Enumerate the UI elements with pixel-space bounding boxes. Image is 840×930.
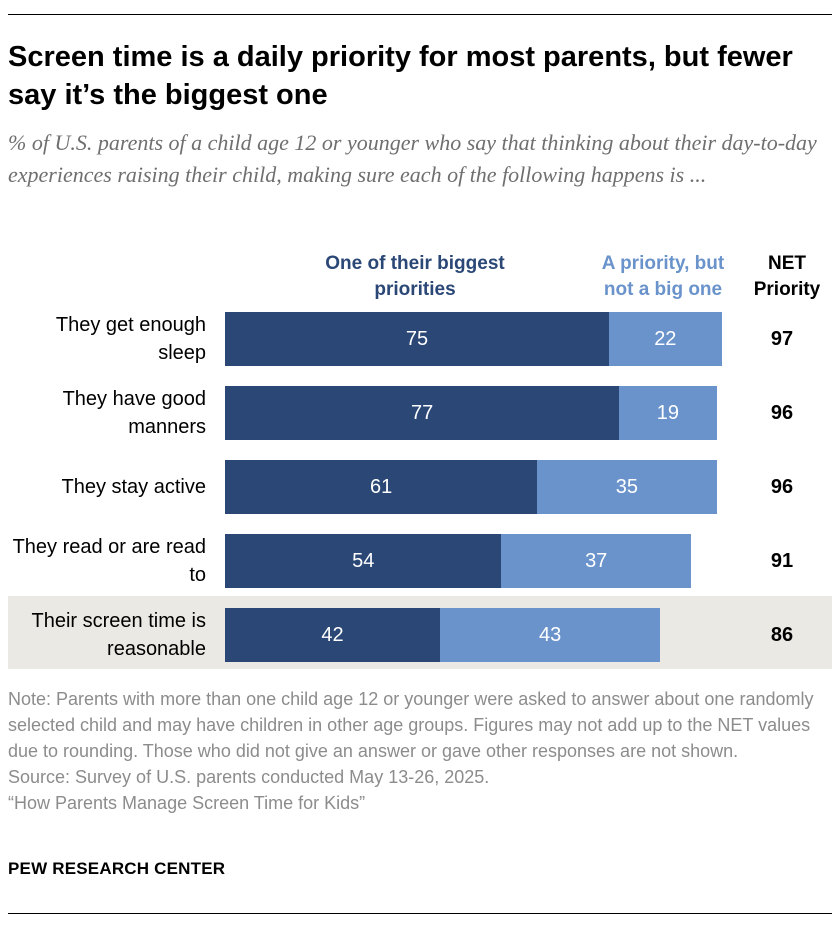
source-text: Source: Survey of U.S. parents conducted… [8, 767, 490, 787]
net-priority-value: 91 [770, 549, 794, 572]
category-label: They read or are read to [12, 536, 206, 586]
legend-biggest-priority: One of their biggest priorities [325, 253, 505, 300]
bar-priority-not-big: 35 [537, 460, 717, 514]
bar-value-label: 19 [656, 401, 679, 424]
bar-value-label: 77 [410, 401, 434, 424]
top-rule [8, 14, 832, 15]
bar-value-label: 75 [405, 327, 429, 350]
chart-title: Screen time is a daily priority for most… [8, 41, 793, 111]
category-label: They have good manners [62, 388, 206, 438]
bar-biggest-priority: 61 [225, 460, 538, 514]
report-title: “How Parents Manage Screen Time for Kids… [8, 793, 366, 813]
bar-priority-not-big: 19 [619, 386, 717, 440]
net-priority-value: 86 [770, 623, 794, 646]
bar-biggest-priority: 75 [225, 312, 609, 366]
bar-value-label: 35 [615, 475, 639, 498]
category-label: Their screen time is reasonable [31, 610, 207, 660]
bar-priority-not-big: 22 [609, 312, 722, 366]
bar-biggest-priority: 54 [225, 534, 502, 588]
bar-value-label: 43 [538, 623, 562, 646]
bar-priority-not-big: 37 [501, 534, 691, 588]
bottom-rule [8, 913, 832, 914]
net-priority-header: NET Priority [753, 253, 821, 300]
net-priority-value: 96 [770, 401, 794, 424]
chart-subtitle: % of U.S. parents of a child age 12 or y… [8, 130, 817, 187]
bar-value-label: 22 [654, 327, 677, 350]
bar-value-label: 42 [321, 623, 344, 646]
note-text: Note: Parents with more than one child a… [8, 689, 814, 761]
bar-priority-not-big: 43 [440, 608, 661, 662]
bar-biggest-priority: 42 [225, 608, 441, 662]
bar-value-label: 54 [352, 549, 375, 572]
net-priority-value: 96 [770, 475, 794, 498]
legend-priority-not-big: A priority, but not a big one [601, 253, 725, 300]
brand-logo-text: PEW RESEARCH CENTER [8, 859, 226, 878]
category-label: They stay active [61, 476, 206, 498]
chart-notes: Note: Parents with more than one child a… [8, 686, 832, 816]
bar-value-label: 61 [370, 475, 393, 498]
bar-biggest-priority: 77 [225, 386, 620, 440]
category-label: They get enough sleep [55, 314, 206, 364]
net-priority-value: 97 [770, 327, 794, 350]
bar-value-label: 37 [585, 549, 608, 572]
